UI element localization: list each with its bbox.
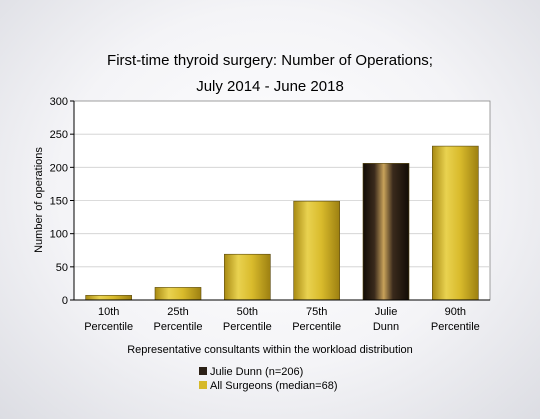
x-category-label-2-0: 50th <box>237 306 258 318</box>
legend: Julie Dunn (n=206) All Surgeons (median=… <box>199 366 338 392</box>
chart-title-line-2: July 2014 - June 2018 <box>196 78 344 95</box>
x-category-label-2-1: Percentile <box>223 321 272 333</box>
y-tick-label-250: 250 <box>50 129 68 141</box>
y-tick-label-0: 0 <box>62 295 68 307</box>
bar-25th-percentile <box>154 287 202 301</box>
x-category-label-3-1: Percentile <box>292 321 341 333</box>
x-category-label-4-0: Julie <box>375 306 398 318</box>
x-axis-category-labels: 10th Percentile 25th Percentile 50th Percenti… <box>84 306 480 333</box>
x-category-label-1-1: Percentile <box>154 321 203 333</box>
x-axis-label: Representative consultants within the wo… <box>127 344 413 356</box>
y-tick-label-200: 200 <box>50 162 68 174</box>
legend-swatch-all-surgeons <box>199 381 207 389</box>
bar-90th-percentile <box>432 145 479 301</box>
legend-swatch-julie-dunn <box>199 367 207 375</box>
x-category-label-5-1: Percentile <box>431 321 480 333</box>
bar-julie-dunn <box>362 163 410 301</box>
x-category-label-1-0: 25th <box>167 306 188 318</box>
y-axis-ticks: 0 50 100 150 200 250 300 <box>50 96 74 307</box>
x-category-label-0-0: 10th <box>98 306 119 318</box>
gridlines <box>74 133 490 268</box>
legend-label-all-surgeons: All Surgeons (median=68) <box>210 380 338 392</box>
legend-label-julie-dunn: Julie Dunn (n=206) <box>210 366 303 378</box>
x-category-label-0-1: Percentile <box>84 321 133 333</box>
y-tick-label-50: 50 <box>56 262 68 274</box>
y-tick-label-100: 100 <box>50 229 68 241</box>
bar-10th-percentile <box>85 295 132 301</box>
bars <box>85 145 479 301</box>
bar-75th-percentile <box>293 200 340 301</box>
x-category-label-3-0: 75th <box>306 306 327 318</box>
bar-50th-percentile <box>224 253 271 301</box>
chart-title-line-1: First-time thyroid surgery: Number of Op… <box>107 52 433 69</box>
y-tick-label-300: 300 <box>50 96 68 108</box>
x-category-label-4-1: Dunn <box>373 321 399 333</box>
x-category-label-5-0: 90th <box>445 306 466 318</box>
y-tick-label-150: 150 <box>50 196 68 208</box>
y-axis-label: Number of operations <box>33 147 45 253</box>
